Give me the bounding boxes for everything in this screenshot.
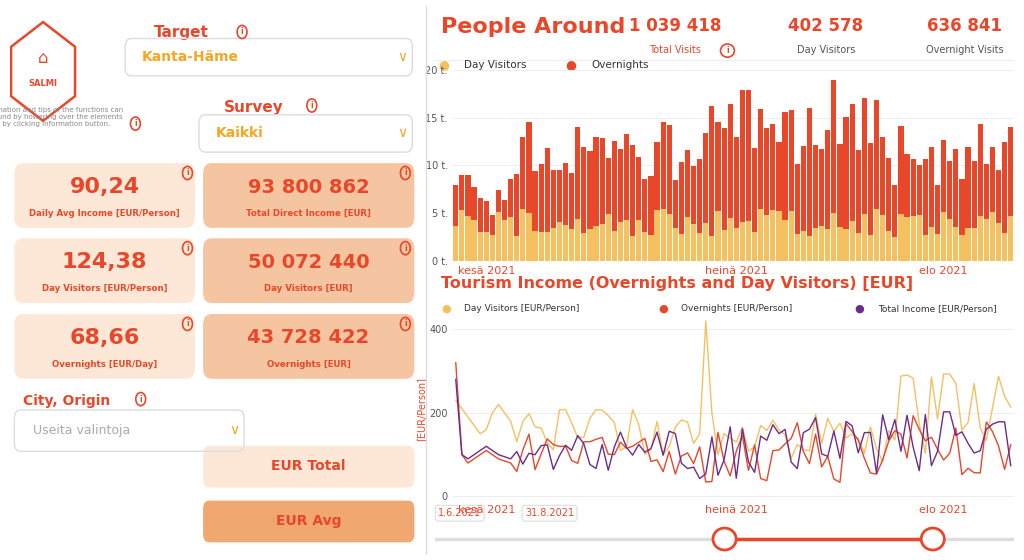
Text: 43 728 422: 43 728 422 [248, 329, 370, 348]
FancyBboxPatch shape [14, 314, 195, 379]
Text: Target: Target [154, 25, 209, 40]
Text: i: i [186, 244, 188, 253]
FancyBboxPatch shape [14, 163, 195, 228]
Text: 93 800 862: 93 800 862 [248, 178, 370, 197]
Text: EUR Total: EUR Total [271, 459, 346, 473]
Text: EUR Avg: EUR Avg [275, 514, 341, 528]
Text: ⌂: ⌂ [38, 49, 48, 67]
Text: Day Visitors [EUR/Person]: Day Visitors [EUR/Person] [464, 304, 580, 313]
Text: 50 072 440: 50 072 440 [248, 253, 370, 272]
Text: Daily Avg Income [EUR/Person]: Daily Avg Income [EUR/Person] [30, 209, 180, 218]
Text: Overnights [EUR]: Overnights [EUR] [266, 360, 350, 369]
Text: 90,24: 90,24 [70, 177, 139, 197]
Text: ●: ● [438, 58, 450, 71]
Text: i: i [139, 395, 142, 404]
Text: Total Income [EUR/Person]: Total Income [EUR/Person] [878, 304, 996, 313]
Text: Kanta-Häme: Kanta-Häme [141, 50, 239, 64]
Text: ●: ● [441, 304, 451, 314]
Text: 1 039 418: 1 039 418 [629, 17, 722, 35]
FancyBboxPatch shape [203, 239, 415, 303]
Circle shape [922, 528, 944, 550]
Text: i: i [134, 119, 136, 128]
Text: Tourism Income (Overnights and Day Visitors) [EUR]: Tourism Income (Overnights and Day Visit… [441, 276, 913, 291]
Text: i: i [726, 46, 729, 55]
Text: i: i [404, 169, 407, 178]
Text: People Around: People Around [441, 17, 626, 36]
FancyBboxPatch shape [203, 314, 415, 379]
Text: i: i [186, 169, 188, 178]
FancyBboxPatch shape [203, 501, 415, 542]
Text: ∨: ∨ [397, 126, 408, 140]
Text: i: i [310, 101, 313, 110]
Text: 1.6.2021: 1.6.2021 [438, 508, 481, 518]
Text: Overnights [EUR/Person]: Overnights [EUR/Person] [681, 304, 793, 313]
Text: Overnights [EUR/Day]: Overnights [EUR/Day] [52, 360, 158, 369]
FancyBboxPatch shape [203, 446, 415, 487]
Text: i: i [241, 27, 244, 36]
Text: Survey: Survey [223, 100, 284, 115]
Text: Kaikki: Kaikki [215, 126, 263, 140]
Text: Day Visitors [EUR/Person]: Day Visitors [EUR/Person] [42, 284, 167, 293]
Text: Useita valintoja: Useita valintoja [33, 424, 130, 437]
Text: Overnight Visits: Overnight Visits [926, 45, 1004, 55]
Text: Day Visitors: Day Visitors [464, 60, 526, 70]
Text: Overnights: Overnights [592, 60, 649, 70]
FancyBboxPatch shape [14, 239, 195, 303]
Text: 636 841: 636 841 [927, 17, 1002, 35]
Text: City, Origin: City, Origin [23, 394, 110, 408]
FancyBboxPatch shape [203, 163, 415, 228]
Circle shape [713, 528, 736, 550]
Text: 124,38: 124,38 [61, 252, 147, 272]
Text: Total Visits: Total Visits [649, 45, 701, 55]
Text: Information and tips of the functions can
be found by howering over the elements: Information and tips of the functions ca… [0, 107, 123, 127]
Text: Day Visitors: Day Visitors [797, 45, 855, 55]
Text: Total Direct Income [EUR]: Total Direct Income [EUR] [246, 209, 371, 218]
Text: 31.8.2021: 31.8.2021 [525, 508, 574, 518]
Text: i: i [404, 319, 407, 328]
Text: 68,66: 68,66 [70, 328, 140, 348]
Text: ∨: ∨ [397, 50, 408, 64]
Text: SALMI: SALMI [29, 79, 57, 88]
Text: i: i [404, 244, 407, 253]
Text: ●: ● [565, 58, 577, 71]
Text: i: i [186, 319, 188, 328]
Text: 402 578: 402 578 [788, 17, 863, 35]
Text: ●: ● [658, 304, 668, 314]
Text: ●: ● [855, 304, 864, 314]
Text: ∨: ∨ [228, 423, 239, 437]
Text: Day Visitors [EUR]: Day Visitors [EUR] [264, 284, 353, 293]
